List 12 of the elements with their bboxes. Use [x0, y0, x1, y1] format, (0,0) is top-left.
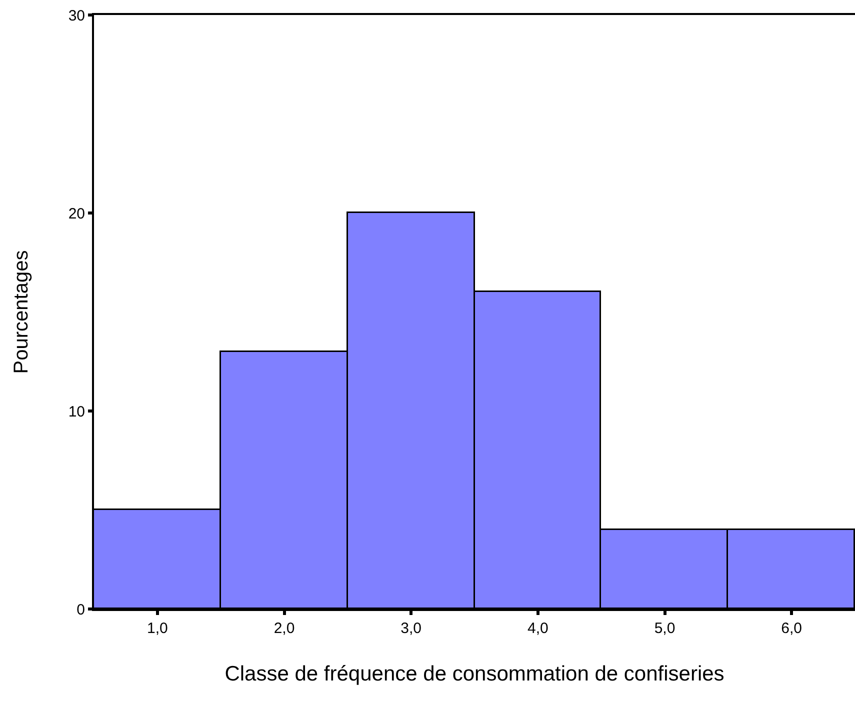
y-tick-label: 20	[68, 205, 85, 222]
x-tick-label: 6,0	[781, 620, 802, 637]
y-tick-label: 10	[68, 403, 85, 420]
x-tick-label: 4,0	[527, 620, 548, 637]
x-tick-label: 5,0	[654, 620, 676, 637]
y-axis-title: Pourcentages	[10, 250, 32, 374]
x-tick-label: 3,0	[400, 620, 422, 637]
x-axis-title: Classe de fréquence de consommation de confiseries	[224, 662, 724, 686]
x-tick-label: 2,0	[274, 620, 295, 637]
y-tick-label: 30	[68, 7, 85, 24]
x-tick-label: 1,0	[146, 620, 168, 637]
y-tick-label: 0	[76, 601, 85, 618]
